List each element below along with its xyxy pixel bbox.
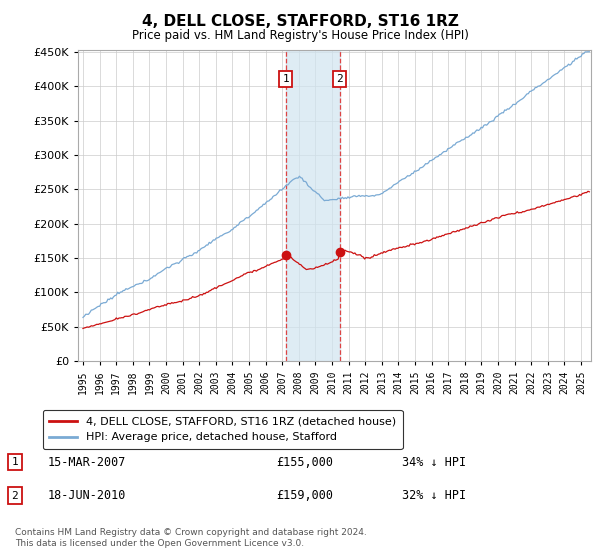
Text: 4, DELL CLOSE, STAFFORD, ST16 1RZ: 4, DELL CLOSE, STAFFORD, ST16 1RZ: [142, 14, 458, 29]
Legend: 4, DELL CLOSE, STAFFORD, ST16 1RZ (detached house), HPI: Average price, detached: 4, DELL CLOSE, STAFFORD, ST16 1RZ (detac…: [43, 410, 403, 449]
Text: Contains HM Land Registry data © Crown copyright and database right 2024.
This d: Contains HM Land Registry data © Crown c…: [15, 528, 367, 548]
Text: £155,000: £155,000: [276, 455, 333, 469]
Text: 15-MAR-2007: 15-MAR-2007: [48, 455, 127, 469]
Text: 32% ↓ HPI: 32% ↓ HPI: [402, 489, 466, 502]
Text: 34% ↓ HPI: 34% ↓ HPI: [402, 455, 466, 469]
Text: 2: 2: [336, 74, 343, 84]
Text: 18-JUN-2010: 18-JUN-2010: [48, 489, 127, 502]
Bar: [286, 50, 340, 361]
Text: 1: 1: [283, 74, 289, 84]
Text: £159,000: £159,000: [276, 489, 333, 502]
Text: Price paid vs. HM Land Registry's House Price Index (HPI): Price paid vs. HM Land Registry's House …: [131, 29, 469, 42]
Text: 1: 1: [11, 457, 19, 467]
Text: 2: 2: [11, 491, 19, 501]
